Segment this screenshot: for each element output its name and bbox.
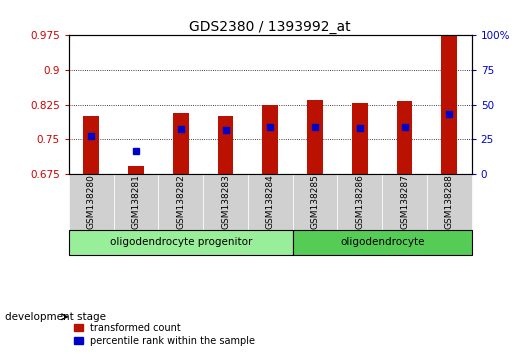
Bar bbox=[262, 105, 278, 174]
Bar bbox=[397, 101, 412, 174]
Text: GSM138287: GSM138287 bbox=[400, 175, 409, 229]
Bar bbox=[338, 174, 382, 230]
Bar bbox=[128, 166, 144, 174]
Bar bbox=[158, 174, 203, 230]
Bar bbox=[203, 174, 248, 230]
Text: development stage: development stage bbox=[5, 312, 107, 322]
Bar bbox=[69, 230, 293, 255]
Title: GDS2380 / 1393992_at: GDS2380 / 1393992_at bbox=[190, 21, 351, 34]
Text: GSM138284: GSM138284 bbox=[266, 175, 275, 229]
Text: GSM138280: GSM138280 bbox=[87, 175, 96, 229]
Text: GSM138283: GSM138283 bbox=[221, 175, 230, 229]
Text: GSM138282: GSM138282 bbox=[176, 175, 186, 229]
Bar bbox=[69, 174, 113, 230]
Text: GSM138285: GSM138285 bbox=[311, 175, 320, 229]
Bar bbox=[427, 174, 472, 230]
Text: GSM138281: GSM138281 bbox=[131, 175, 140, 229]
Bar bbox=[441, 35, 457, 174]
Bar bbox=[307, 100, 323, 174]
Text: GSM138286: GSM138286 bbox=[355, 175, 364, 229]
Legend: transformed count, percentile rank within the sample: transformed count, percentile rank withi… bbox=[74, 323, 255, 346]
Bar bbox=[293, 174, 338, 230]
Bar bbox=[293, 230, 472, 255]
Bar bbox=[113, 174, 158, 230]
Bar bbox=[382, 174, 427, 230]
Bar bbox=[218, 116, 233, 174]
Bar bbox=[173, 113, 189, 174]
Text: GSM138288: GSM138288 bbox=[445, 175, 454, 229]
Bar bbox=[248, 174, 293, 230]
Text: oligodendrocyte: oligodendrocyte bbox=[340, 237, 425, 247]
Bar bbox=[352, 103, 368, 174]
Text: oligodendrocyte progenitor: oligodendrocyte progenitor bbox=[110, 237, 252, 247]
Bar bbox=[83, 116, 99, 174]
